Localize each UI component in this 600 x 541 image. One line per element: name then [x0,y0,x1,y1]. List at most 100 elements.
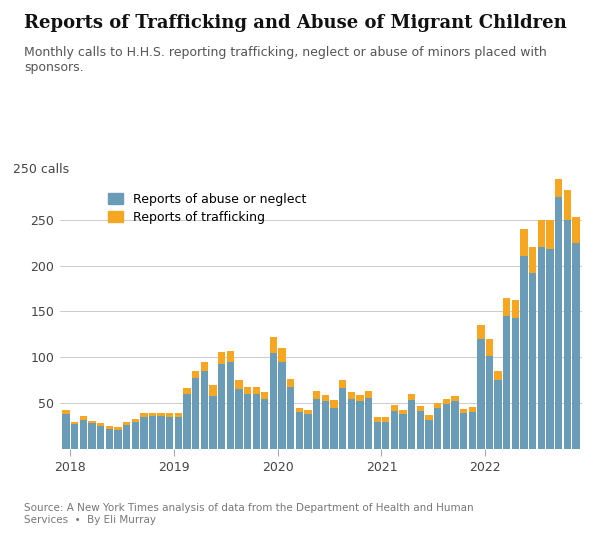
Text: Reports of Trafficking and Abuse of Migrant Children: Reports of Trafficking and Abuse of Migr… [24,14,567,31]
Bar [218,364,225,449]
Bar [443,404,450,449]
Bar [71,421,79,424]
Bar [382,421,389,449]
Bar [313,391,320,399]
Bar [374,421,381,449]
Bar [278,362,286,449]
Bar [235,380,242,390]
Bar [209,396,217,449]
Text: 250 calls: 250 calls [13,163,69,176]
Bar [417,406,424,411]
Bar [486,355,493,449]
Bar [425,415,433,420]
Bar [175,417,182,449]
Bar [374,417,381,421]
Bar [157,416,165,449]
Bar [469,407,476,412]
Bar [218,352,225,364]
Bar [434,403,442,408]
Text: Source: A New York Times analysis of data from the Department of Health and Huma: Source: A New York Times analysis of dat… [24,503,473,525]
Bar [400,410,407,414]
Bar [391,411,398,449]
Bar [486,339,493,355]
Bar [529,247,536,273]
Bar [296,412,303,449]
Bar [123,423,130,425]
Bar [287,387,295,449]
Bar [408,399,415,449]
Bar [563,190,571,220]
Bar [235,390,242,449]
Bar [356,401,364,449]
Bar [555,160,562,197]
Bar [287,379,295,387]
Bar [278,348,286,362]
Bar [270,337,277,353]
Bar [503,316,511,449]
Bar [88,424,95,449]
Bar [538,247,545,449]
Bar [227,351,234,362]
Bar [477,325,485,339]
Bar [200,371,208,449]
Bar [106,429,113,449]
Bar [417,411,424,449]
Bar [322,395,329,401]
Bar [200,362,208,371]
Bar [253,387,260,394]
Bar [451,401,458,449]
Bar [339,387,346,449]
Bar [244,394,251,449]
Bar [460,408,467,413]
Bar [62,410,70,414]
Bar [356,395,364,401]
Bar [123,425,130,449]
Bar [209,385,217,396]
Bar [149,416,156,449]
Bar [270,353,277,449]
Bar [365,391,372,398]
Bar [175,413,182,417]
Bar [400,414,407,449]
Bar [97,426,104,449]
Bar [547,249,554,449]
Bar [330,408,338,449]
Bar [322,401,329,449]
Bar [555,197,562,449]
Bar [192,378,199,449]
Bar [114,427,122,430]
Bar [460,413,467,449]
Bar [451,396,458,401]
Bar [339,380,346,387]
Bar [140,413,148,417]
Bar [347,399,355,449]
Bar [71,424,79,449]
Bar [408,394,415,399]
Bar [330,400,338,408]
Bar [443,399,450,404]
Bar [80,420,87,449]
Bar [512,318,519,449]
Bar [494,380,502,449]
Bar [425,420,433,449]
Bar [166,413,173,417]
Bar [114,430,122,449]
Bar [469,412,476,449]
Bar [227,362,234,449]
Bar [88,420,95,424]
Legend: Reports of abuse or neglect, Reports of trafficking: Reports of abuse or neglect, Reports of … [108,193,307,224]
Bar [149,413,156,416]
Text: Monthly calls to H.H.S. reporting trafficking, neglect or abuse of minors placed: Monthly calls to H.H.S. reporting traffi… [24,46,547,74]
Bar [520,229,528,256]
Bar [131,421,139,449]
Bar [157,413,165,416]
Bar [391,405,398,411]
Bar [572,243,580,449]
Bar [106,426,113,429]
Bar [184,387,191,394]
Bar [503,298,511,316]
Bar [261,399,268,449]
Bar [547,220,554,249]
Bar [365,398,372,449]
Bar [131,419,139,421]
